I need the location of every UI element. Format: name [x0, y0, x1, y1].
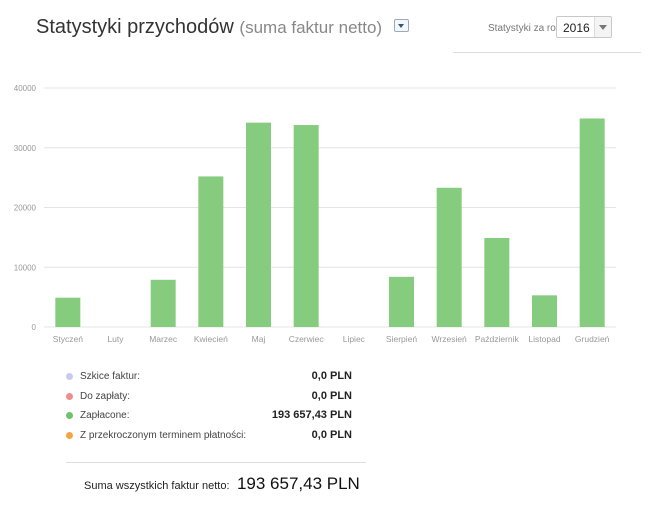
bar: [198, 176, 224, 327]
bar: [246, 122, 271, 327]
legend-item-overdue: Z przekroczonym terminem płatności: 0,0 …: [66, 429, 366, 449]
x-tick-label: Lipiec: [343, 334, 366, 344]
year-select-value: 2016: [563, 21, 590, 35]
bar: [532, 295, 557, 327]
page-title: Statystyki przychodów (suma faktur netto…: [36, 16, 409, 39]
x-tick-label: Grudzień: [575, 334, 610, 344]
legend-dot-icon: [66, 431, 73, 439]
legend-label: Z przekroczonym terminem płatności:: [80, 429, 247, 441]
x-tick-label: Czerwiec: [289, 334, 325, 344]
y-tick-label: 10000: [14, 263, 37, 272]
legend: Szkice faktur: 0,0 PLN Do zapłaty: 0,0 P…: [66, 370, 366, 448]
bar: [579, 118, 605, 327]
select-arrow-icon[interactable]: [594, 17, 611, 37]
summary-divider: [66, 462, 366, 463]
legend-dot-icon: [66, 392, 73, 400]
x-tick-label: Styczeń: [53, 334, 84, 344]
legend-amount: 193 657,43 PLN: [271, 409, 352, 421]
y-tick-label: 20000: [14, 204, 37, 213]
y-tick-label: 0: [32, 323, 37, 332]
bar: [55, 297, 81, 327]
summary-value: 193 657,43 PLN: [236, 474, 360, 493]
y-tick-label: 40000: [14, 84, 37, 93]
header-divider: [453, 52, 641, 53]
legend-item-unpaid: Do zapłaty: 0,0 PLN: [66, 390, 366, 410]
legend-dot-icon: [66, 373, 73, 380]
legend-amount: 0,0 PLN: [311, 428, 352, 441]
legend-amount: 0,0 PLN: [311, 370, 352, 382]
x-tick-label: Maj: [252, 334, 266, 344]
x-tick-label: Październik: [475, 334, 520, 344]
x-tick-label: Marzec: [149, 334, 178, 344]
legend-label: Do zapłaty:: [80, 390, 131, 402]
x-tick-label: Luty: [107, 334, 124, 344]
legend-label: Szkice faktur:: [80, 371, 141, 382]
summary-label: Suma wszystkich faktur netto:: [84, 480, 230, 492]
x-tick-label: Kwiecień: [194, 334, 228, 344]
page-title-text: Statystyki przychodów: [36, 16, 234, 38]
bar: [293, 125, 319, 327]
bar: [436, 187, 462, 327]
legend-item-drafts: Szkice faktur: 0,0 PLN: [66, 370, 366, 390]
x-tick-label: Wrzesień: [432, 334, 468, 344]
year-select[interactable]: 2016: [556, 16, 612, 38]
legend-item-paid: Zapłacone: 193 657,43 PLN: [66, 409, 366, 429]
summary-total: Suma wszystkich faktur netto: 193 657,43…: [84, 474, 360, 494]
legend-label: Zapłacone:: [80, 410, 130, 421]
year-filter-label: Statystyki za rok:: [488, 23, 564, 34]
page-subtitle: (suma faktur netto): [239, 18, 383, 37]
y-tick-label: 30000: [14, 144, 37, 153]
legend-amount: 0,0 PLN: [311, 389, 352, 402]
bar: [150, 279, 176, 327]
legend-dot-icon: [66, 412, 73, 419]
revenue-bar-chart: 0 10000 20000 30000 40000 Styczeń Luty Marzec Kw…: [14, 84, 616, 344]
x-tick-label: Sierpień: [386, 334, 417, 344]
bar: [484, 237, 510, 327]
x-tick-label: Listopad: [528, 334, 560, 344]
bar: [389, 276, 414, 327]
chevron-down-icon[interactable]: [393, 19, 409, 33]
